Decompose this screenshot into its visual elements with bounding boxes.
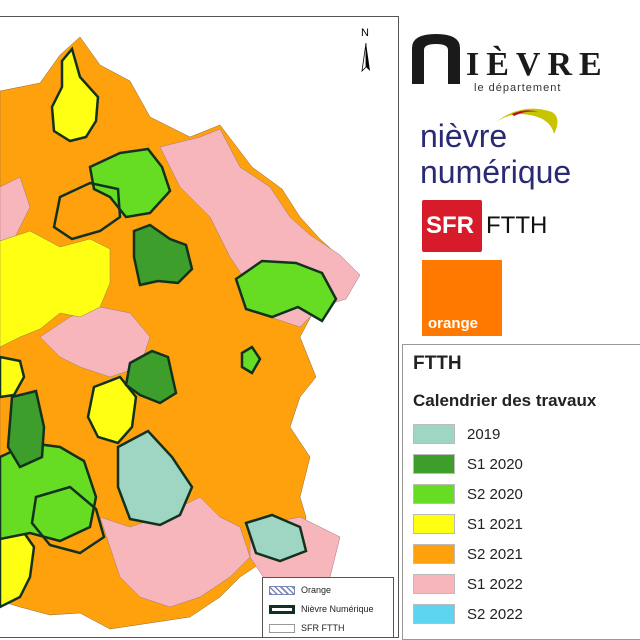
legend-swatch xyxy=(413,604,455,624)
sfr-ftth-logo: SFR FTTH xyxy=(422,200,582,252)
map-legend-label: SFR FTTH xyxy=(301,623,345,633)
legend-swatch xyxy=(413,514,455,534)
legend-item-s1-2022: S1 2022 xyxy=(413,573,523,595)
map-zone-s1-2021-mid xyxy=(86,375,138,445)
sfr-text: SFR xyxy=(426,212,474,239)
legend-item-s2-2020: S2 2020 xyxy=(413,483,523,505)
hatch-swatch xyxy=(269,585,295,595)
legend-item-s2-2022: S2 2022 xyxy=(413,603,523,625)
calendar-legend: FTTH Calendrier des travaux 2019 S1 2020… xyxy=(402,344,640,640)
north-arrow-icon xyxy=(361,42,370,73)
map-zone-s1-2021-small xyxy=(0,355,26,399)
legend-item-2019: 2019 xyxy=(413,423,500,445)
nievre-wordmark: IÈVRE xyxy=(466,46,609,83)
map-zone-s1-2021-north xyxy=(50,46,100,143)
map-zone-2019-southeast xyxy=(244,513,308,563)
orange-text: orange xyxy=(428,315,479,332)
north-arrow: N xyxy=(356,27,376,79)
legend-label: S2 2021 xyxy=(467,545,523,563)
legend-item-s1-2020: S1 2020 xyxy=(413,453,523,475)
plain-swatch xyxy=(269,623,295,633)
map-zone-s1-2021-west xyxy=(0,230,111,348)
legend-title: FTTH xyxy=(413,353,462,374)
outline-swatch xyxy=(269,604,295,614)
map-zone-2019-south xyxy=(116,429,194,527)
legend-label: S2 2020 xyxy=(467,485,523,503)
nievre-subtitle: le département xyxy=(474,82,562,94)
map-zone-s2-2020-north xyxy=(88,147,172,219)
legend-label: S1 2020 xyxy=(467,455,523,473)
map-legend-label: Nièvre Numérique xyxy=(301,604,374,614)
map-zone-s1-2020-mid xyxy=(124,349,178,405)
ftth-text: FTTH xyxy=(486,212,548,239)
map-zone-s2-2020-southwest xyxy=(0,441,98,543)
orange-logo: orange xyxy=(422,260,502,336)
nievre-logo: IÈVRE le département xyxy=(408,28,640,94)
swoosh-icon xyxy=(496,108,558,134)
sfr-badge: SFR xyxy=(422,200,482,252)
department-map xyxy=(0,36,361,630)
legend-item-s2-2021: S2 2021 xyxy=(413,543,523,565)
map-outline-north xyxy=(52,181,122,241)
legend-subtitle: Calendrier des travaux xyxy=(413,391,597,410)
legend-item-s1-2021: S1 2021 xyxy=(413,513,523,535)
north-label: N xyxy=(361,27,369,39)
legend-swatch xyxy=(413,574,455,594)
legend-swatch xyxy=(413,544,455,564)
map-zone-s1-2020-north xyxy=(132,223,194,287)
legend-swatch xyxy=(413,424,455,444)
map-panel: N Orange Nièvre Numérique SFR FTTH xyxy=(0,16,399,638)
legend-label: S1 2022 xyxy=(467,575,523,593)
nievre-n-icon xyxy=(412,34,460,84)
nn-line2: numérique xyxy=(420,154,572,190)
map-zone-s2-2020-east xyxy=(234,259,338,323)
nievre-numerique-logo: nièvre numérique xyxy=(420,104,620,200)
map-outline-south xyxy=(30,485,106,555)
nn-line1: nièvre xyxy=(420,118,508,154)
legend-label: S1 2021 xyxy=(467,515,523,533)
legend-swatch xyxy=(413,454,455,474)
map-legend-item-nievre-numerique: Nièvre Numérique xyxy=(269,601,374,617)
map-legend: Orange Nièvre Numérique SFR FTTH xyxy=(262,577,394,637)
map-zone-s2-2020-dot xyxy=(240,345,262,375)
legend-swatch xyxy=(413,484,455,504)
legend-label: S2 2022 xyxy=(467,605,523,623)
map-zone-s1-2020-west xyxy=(6,389,46,469)
map-legend-label: Orange xyxy=(301,585,332,595)
map-zone-s1-2022-west xyxy=(0,176,31,258)
map-legend-item-orange: Orange xyxy=(269,582,331,598)
map-legend-item-sfr-ftth: SFR FTTH xyxy=(269,620,345,636)
legend-label: 2019 xyxy=(467,425,501,443)
